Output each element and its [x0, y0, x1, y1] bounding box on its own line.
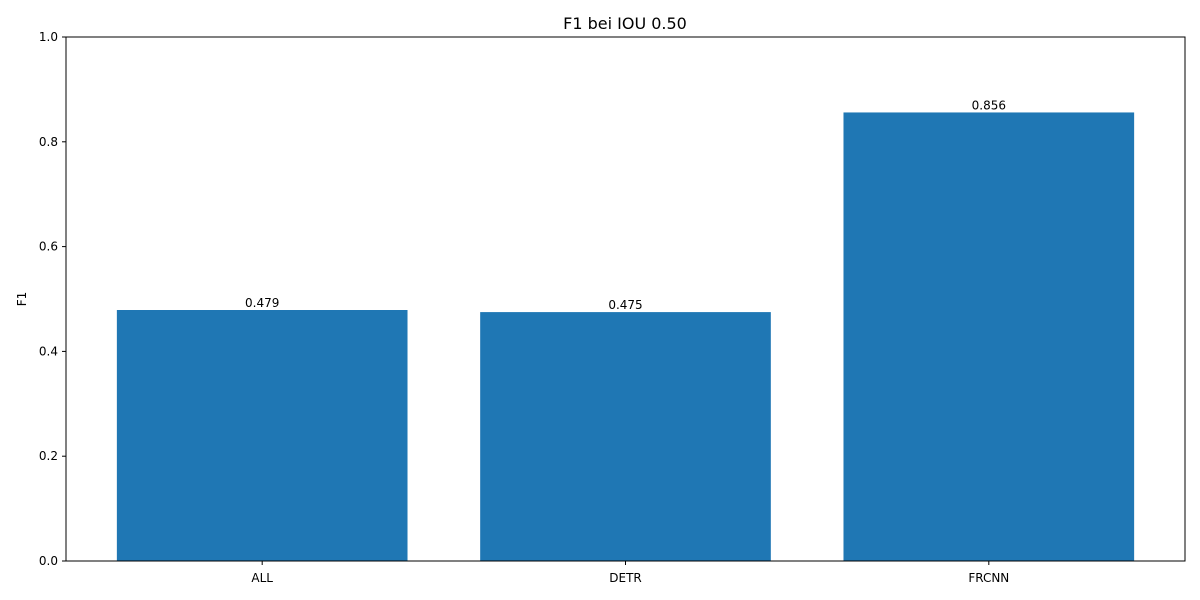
y-tick-label: 0.4 [39, 344, 58, 358]
x-axis: ALL DETR FRCNN [251, 561, 1009, 585]
value-label-all: 0.479 [245, 296, 279, 310]
y-axis: 0.0 0.2 0.4 0.6 0.8 1.0 [39, 30, 66, 568]
y-tick-label: 0.6 [39, 240, 58, 254]
x-tick-label-detr: DETR [609, 571, 642, 585]
bar-detr [480, 312, 771, 561]
bar-all [116, 310, 408, 561]
y-tick-label: 0.0 [39, 554, 58, 568]
bars-group [116, 112, 1135, 562]
value-label-detr: 0.475 [608, 298, 642, 312]
chart-title: F1 bei IOU 0.50 [563, 14, 687, 33]
y-tick-label: 0.2 [39, 449, 58, 463]
value-label-frcnn: 0.856 [972, 98, 1006, 112]
y-tick-label: 0.8 [39, 135, 58, 149]
value-labels-group: 0.479 0.475 0.856 [245, 98, 1006, 312]
x-tick-label-all: ALL [251, 571, 273, 585]
y-axis-label: F1 [15, 292, 29, 307]
y-tick-label: 1.0 [39, 30, 58, 44]
x-tick-label-frcnn: FRCNN [968, 571, 1009, 585]
bar-frcnn [843, 112, 1135, 562]
plot-frame [65, 36, 1186, 562]
